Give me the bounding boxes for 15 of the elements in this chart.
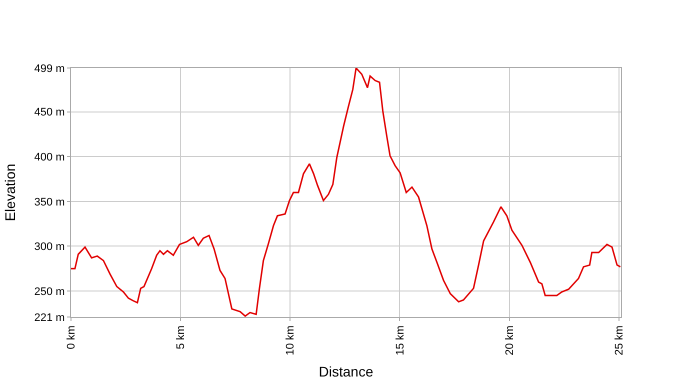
y-tick-label: 350 m — [34, 196, 65, 208]
y-tick-label: 300 m — [34, 241, 65, 254]
x-tick-label: 0 km — [66, 325, 78, 350]
x-axis-title: Distance — [318, 364, 374, 380]
y-axis-title: Elevation — [2, 164, 18, 222]
x-tick-label: 20 km — [504, 325, 516, 356]
y-tick-label: 400 m — [34, 152, 65, 164]
x-tick-label: 10 km — [284, 325, 297, 356]
y-tick-label: 450 m — [34, 106, 65, 119]
y-tick-label: 250 m — [34, 286, 65, 298]
x-tick-label: 15 km — [394, 325, 406, 356]
y-tick-label: 221 m — [34, 312, 65, 324]
x-tick-label: 5 km — [175, 325, 188, 350]
x-tick-label: 25 km — [613, 325, 626, 356]
y-tick-label: 499 m — [34, 62, 65, 75]
